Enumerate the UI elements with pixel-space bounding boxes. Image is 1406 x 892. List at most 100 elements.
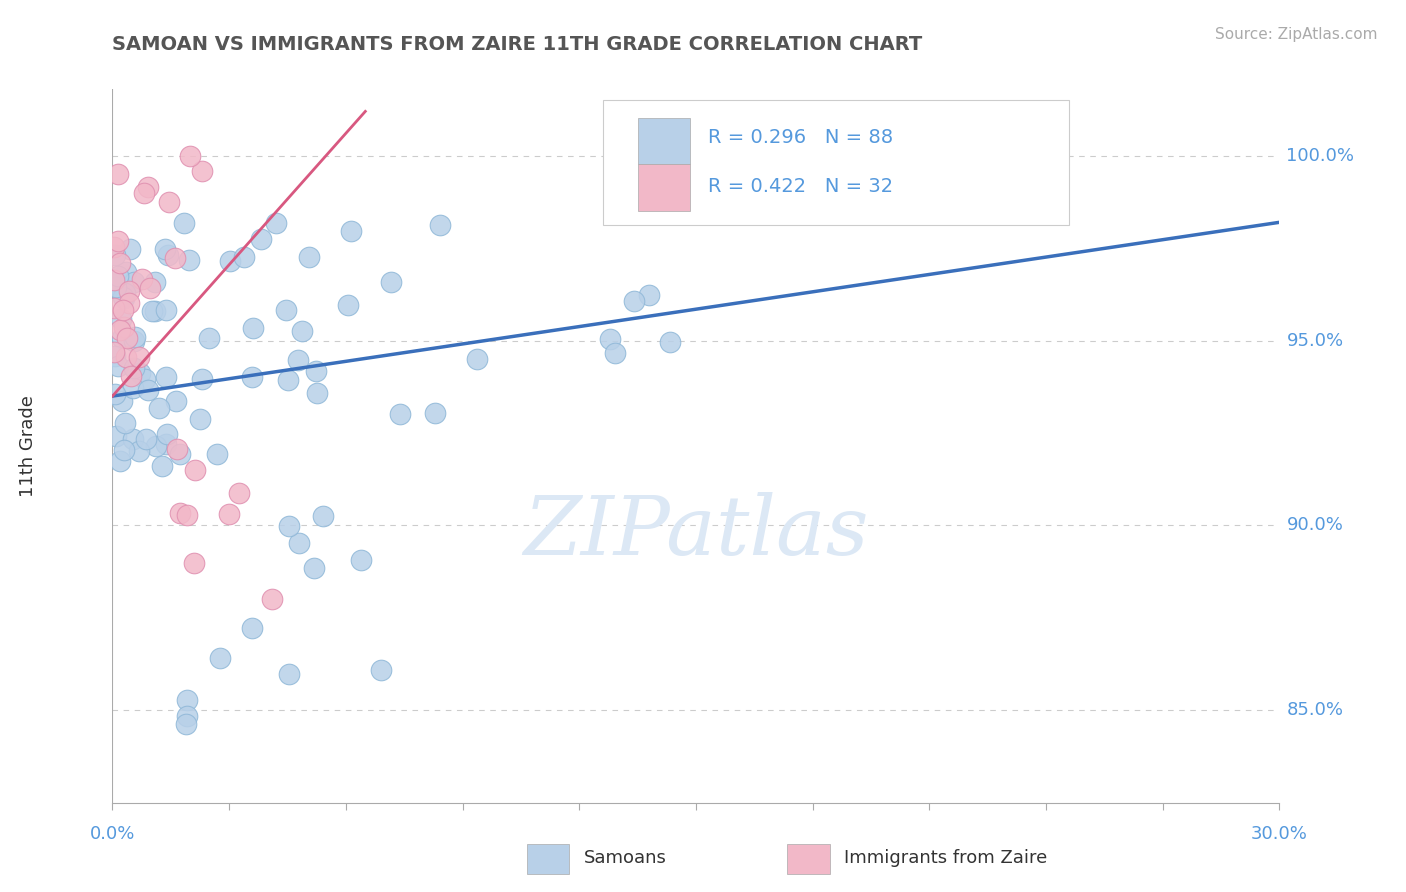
Point <box>155 303 177 318</box>
Point <box>112 290 135 304</box>
Point <box>337 298 360 312</box>
Point <box>136 180 159 194</box>
Point <box>184 463 207 477</box>
Point <box>103 240 125 254</box>
Point <box>311 508 333 523</box>
FancyBboxPatch shape <box>603 100 1070 225</box>
Text: 95.0%: 95.0% <box>1286 332 1344 350</box>
Point <box>107 359 129 374</box>
Text: R = 0.296   N = 88: R = 0.296 N = 88 <box>707 128 893 146</box>
Point <box>156 248 179 262</box>
Point <box>118 296 141 310</box>
Point <box>388 407 411 421</box>
Point <box>128 444 150 458</box>
Point <box>264 216 287 230</box>
Point <box>228 486 250 500</box>
Point <box>302 561 325 575</box>
Point <box>183 556 205 570</box>
Point <box>659 334 682 349</box>
Point <box>118 284 141 298</box>
Point <box>107 269 129 284</box>
Point <box>305 364 328 378</box>
Point <box>135 432 157 446</box>
Point <box>599 332 621 346</box>
Point <box>350 553 373 567</box>
Point <box>124 361 146 376</box>
Point <box>122 334 145 349</box>
Point <box>176 508 198 522</box>
Point <box>240 370 263 384</box>
Point <box>305 386 328 401</box>
Point <box>274 303 297 318</box>
Point <box>156 426 179 441</box>
Point <box>165 394 187 409</box>
Point <box>136 383 159 397</box>
Point <box>163 251 186 265</box>
Point <box>112 286 135 301</box>
Point <box>111 394 134 409</box>
Point <box>104 428 127 442</box>
Point <box>141 304 163 318</box>
Point <box>112 442 135 457</box>
Point <box>174 716 197 731</box>
Point <box>121 381 143 395</box>
Point <box>380 275 402 289</box>
Point <box>179 149 201 163</box>
Point <box>278 519 301 533</box>
Point <box>169 447 191 461</box>
Point <box>287 353 309 368</box>
Point <box>108 454 131 468</box>
Point <box>118 243 141 257</box>
Point <box>120 369 142 384</box>
Point <box>108 255 131 269</box>
Point <box>190 163 212 178</box>
Point <box>103 345 125 359</box>
Point <box>110 323 132 337</box>
Point <box>218 253 240 268</box>
Point <box>112 302 135 317</box>
Text: SAMOAN VS IMMIGRANTS FROM ZAIRE 11TH GRADE CORRELATION CHART: SAMOAN VS IMMIGRANTS FROM ZAIRE 11TH GRA… <box>112 35 922 54</box>
Text: R = 0.422   N = 32: R = 0.422 N = 32 <box>707 178 893 196</box>
Point <box>242 321 264 335</box>
FancyBboxPatch shape <box>638 164 690 211</box>
Point <box>128 350 150 364</box>
Point <box>122 275 145 289</box>
Point <box>208 650 231 665</box>
Point <box>150 459 173 474</box>
Point <box>139 280 162 294</box>
Text: 90.0%: 90.0% <box>1286 516 1343 534</box>
Point <box>425 406 447 420</box>
Text: Source: ZipAtlas.com: Source: ZipAtlas.com <box>1215 27 1378 42</box>
Text: Samoans: Samoans <box>583 849 666 867</box>
Point <box>339 224 361 238</box>
Point <box>111 331 134 345</box>
Point <box>105 279 128 293</box>
Point <box>134 372 156 386</box>
Point <box>218 507 240 521</box>
Point <box>188 412 211 426</box>
Point <box>131 271 153 285</box>
Point <box>155 437 177 451</box>
Text: 0.0%: 0.0% <box>90 825 135 843</box>
Text: 30.0%: 30.0% <box>1251 825 1308 843</box>
Point <box>179 252 201 267</box>
Point <box>173 216 195 230</box>
Point <box>638 288 661 302</box>
Point <box>169 506 191 520</box>
Text: 100.0%: 100.0% <box>1286 147 1354 165</box>
Point <box>465 351 488 366</box>
Point <box>260 592 283 607</box>
Point <box>288 536 311 550</box>
FancyBboxPatch shape <box>638 118 690 164</box>
Point <box>623 293 645 308</box>
Point <box>132 186 155 200</box>
Point <box>115 331 138 345</box>
Point <box>298 250 321 264</box>
Point <box>124 330 146 344</box>
Point <box>157 194 180 209</box>
Point <box>145 439 167 453</box>
Point <box>112 319 135 334</box>
Point <box>121 433 143 447</box>
Point <box>107 167 129 181</box>
Point <box>153 243 176 257</box>
